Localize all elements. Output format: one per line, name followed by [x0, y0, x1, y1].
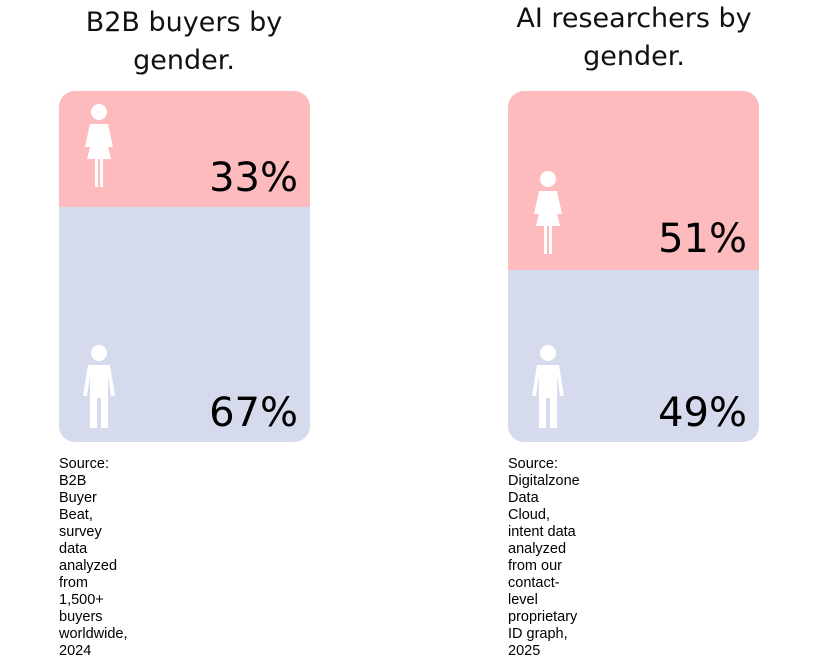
source-line: Source: B2B Buyer Beat, survey [59, 456, 109, 540]
source-line: Source: Digitalzone Data Cloud, [508, 456, 580, 523]
chart-title: AI researchers by gender. [469, 0, 799, 76]
chart-title: B2B buyers by gender. [19, 4, 349, 80]
source-note: Source: Digitalzone Data Cloud, intent d… [508, 456, 580, 660]
percentage-label: 51% [658, 216, 747, 262]
percentage-label: 49% [658, 389, 747, 436]
title-line: gender. [133, 45, 235, 76]
percentage-label: 67% [209, 389, 298, 436]
source-line: data analyzed from 1,500+ buyers [59, 541, 118, 625]
female-segment: 51% [508, 91, 759, 270]
male-icon [83, 344, 115, 428]
title-line: gender. [583, 41, 685, 72]
source-note: Source: B2B Buyer Beat, survey data anal… [59, 456, 128, 660]
source-line: 2025 [508, 643, 541, 659]
male-segment: 49% [508, 270, 759, 442]
male-icon [532, 344, 564, 428]
source-line: contact-level proprietary ID graph, [508, 575, 578, 642]
female-segment: 33% [59, 91, 310, 207]
title-line: B2B buyers by [85, 7, 283, 38]
source-line: intent data analyzed from our [508, 524, 576, 574]
gender-bar: 51% 49% [508, 91, 759, 442]
female-icon [534, 171, 562, 254]
percentage-label: 33% [209, 154, 298, 201]
female-icon [85, 104, 113, 187]
gender-bar: 33% 67% [59, 91, 310, 442]
male-segment: 67% [59, 206, 310, 442]
source-line: worldwide, 2024 [59, 626, 128, 659]
title-line: AI researchers by [516, 3, 752, 34]
